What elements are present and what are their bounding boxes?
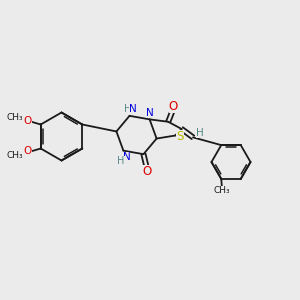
Text: O: O <box>169 100 178 113</box>
Text: N: N <box>122 152 130 162</box>
Text: S: S <box>176 130 184 142</box>
Text: N: N <box>146 108 154 118</box>
Text: CH₃: CH₃ <box>7 113 23 122</box>
Text: H: H <box>124 104 132 114</box>
Text: O: O <box>24 116 32 126</box>
Text: O: O <box>143 165 152 178</box>
Text: CH₃: CH₃ <box>7 151 23 160</box>
Text: O: O <box>24 146 32 157</box>
Text: H: H <box>117 156 125 166</box>
Text: N: N <box>129 104 137 114</box>
Text: H: H <box>196 128 203 138</box>
Text: CH₃: CH₃ <box>214 186 230 195</box>
